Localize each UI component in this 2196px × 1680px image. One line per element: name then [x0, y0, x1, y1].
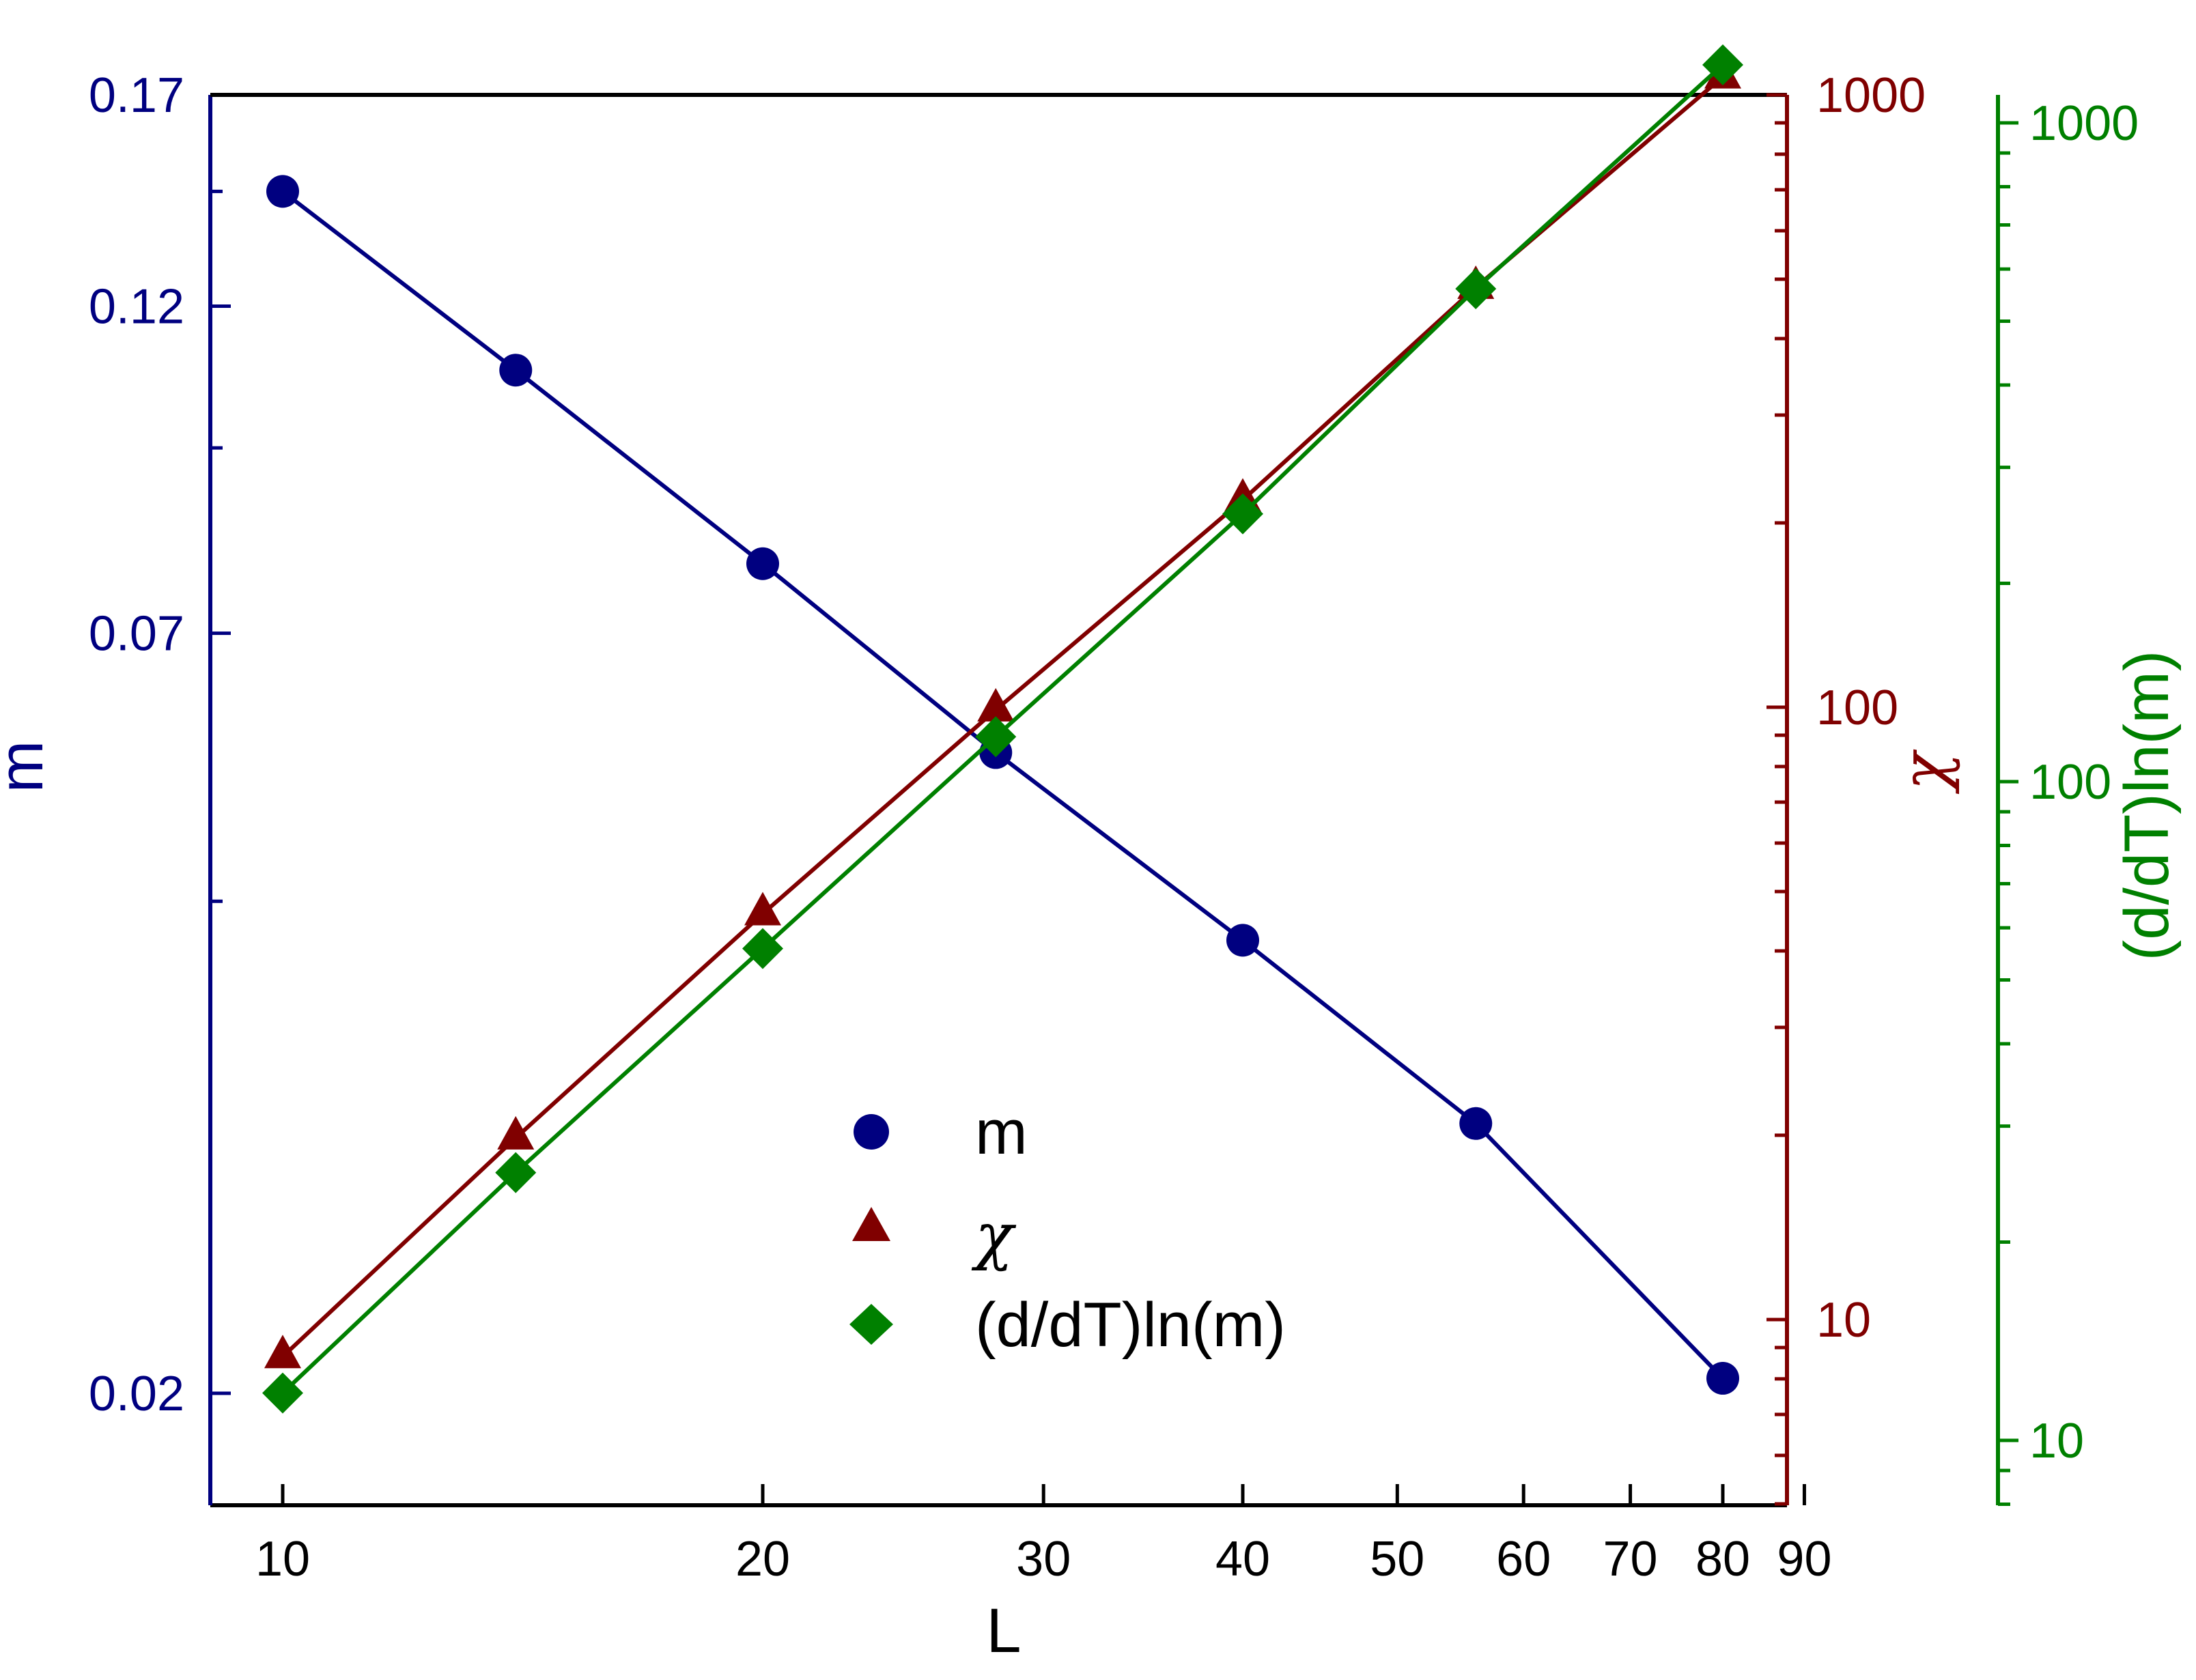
m-point	[266, 175, 299, 208]
m-ticks: 0.02 0.07 0.12 0.17	[89, 68, 231, 1421]
dlnm-axis: 10 100 1000 (d/dT)ln(m)	[1996, 95, 2182, 1507]
chi-tick-label: 1000	[1816, 68, 1926, 123]
m-point	[1459, 1107, 1493, 1140]
legend: m χ (d/dT)ln(m)	[849, 1098, 1286, 1360]
legend-marker-diamond	[849, 1304, 893, 1345]
m-axis: 0.02 0.07 0.12 0.17 m	[0, 68, 231, 1505]
m-tick-label: 0.17	[89, 68, 184, 123]
m-axis-title: m	[0, 741, 56, 793]
m-point	[746, 547, 779, 580]
chi-axis: 10 100 1000 χ	[1766, 68, 1961, 1506]
chi-tick-label: 100	[1816, 681, 1898, 735]
x-tick-label: 60	[1496, 1532, 1551, 1586]
dlnm-tick-label: 1000	[2029, 96, 2139, 151]
m-point	[1226, 924, 1259, 957]
chi-point	[977, 687, 1015, 722]
m-tick-label: 0.02	[89, 1367, 184, 1421]
x-axis: 10 20 30 40 50 60 70 80 90 L	[210, 1484, 1832, 1666]
m-tick-label: 0.12	[89, 280, 184, 334]
legend-label-chi: χ	[971, 1199, 1017, 1272]
x-tick-label: 80	[1695, 1532, 1750, 1586]
chi-tick-label: 10	[1816, 1293, 1871, 1348]
legend-marker-triangle	[852, 1207, 890, 1241]
dlnm-axis-title: (d/dT)ln(m)	[2112, 651, 2182, 961]
x-tick-label: 10	[255, 1532, 310, 1586]
x-tick-label: 40	[1215, 1532, 1270, 1586]
dlnm-point	[1702, 44, 1743, 85]
legend-label-dlnm: (d/dT)ln(m)	[975, 1290, 1286, 1360]
dlnm-ticks: 10 100 1000	[1998, 96, 2139, 1507]
dlnm-point	[495, 1152, 537, 1193]
m-tick-label: 0.07	[89, 607, 184, 661]
series-layer	[262, 44, 1743, 1414]
legend-entry-dlnm: (d/dT)ln(m)	[849, 1290, 1286, 1360]
legend-entry-m: m	[854, 1098, 1028, 1167]
dlnm-point	[1222, 493, 1263, 535]
legend-marker-circle	[854, 1114, 889, 1150]
chi-ticks: 10 100 1000	[1766, 68, 1926, 1506]
x-tick-label: 20	[735, 1532, 790, 1586]
dlnm-tick-label: 10	[2029, 1414, 2084, 1468]
dlnm-point	[262, 1372, 303, 1414]
x-tick-label: 30	[1016, 1532, 1071, 1586]
chi-point	[497, 1115, 535, 1150]
dlnm-point	[975, 716, 1017, 758]
legend-entry-chi: χ	[852, 1199, 1017, 1272]
legend-label-m: m	[975, 1098, 1028, 1167]
x-tick-label: 70	[1603, 1532, 1658, 1586]
x-ticks: 10 20 30 40 50 60 70 80 90	[255, 1484, 1832, 1586]
chi-point	[744, 892, 781, 926]
chi-point	[264, 1335, 301, 1369]
x-tick-label: 50	[1370, 1532, 1424, 1586]
dlnm-point	[742, 928, 783, 969]
m-point	[499, 354, 533, 387]
chi-axis-title: χ	[1888, 749, 1961, 795]
dlnm-point	[1455, 268, 1497, 309]
x-axis-title: L	[986, 1596, 1021, 1666]
dlnm-tick-label: 100	[2029, 755, 2111, 810]
m-point	[1706, 1362, 1739, 1395]
x-tick-label: 90	[1777, 1532, 1831, 1586]
